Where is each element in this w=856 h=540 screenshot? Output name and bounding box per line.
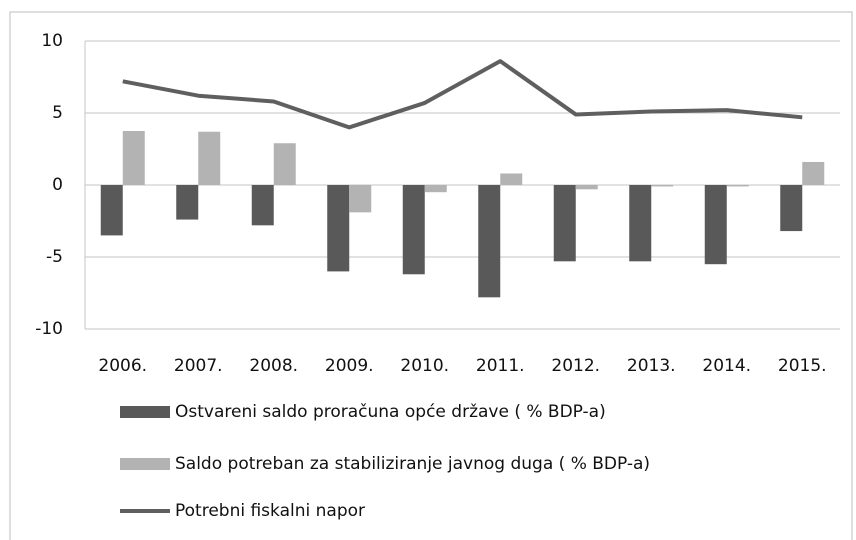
y-tick-label: -10 [35, 319, 63, 339]
legend-label: Saldo potreban za stabiliziranje javnog … [175, 454, 650, 474]
chart-border [9, 11, 853, 540]
y-tick-label: -5 [46, 247, 63, 267]
y-tick-label: 0 [52, 175, 63, 195]
bar [629, 185, 652, 262]
bar [500, 173, 523, 185]
bar [780, 185, 803, 232]
legend-label: Ostvareni saldo proračuna opće države ( … [175, 402, 606, 422]
bar [726, 185, 749, 187]
bar [802, 161, 825, 185]
bar [100, 185, 123, 236]
y-tick-label: 10 [41, 31, 63, 51]
bar [176, 185, 199, 220]
bar [122, 131, 145, 185]
bar [198, 131, 221, 185]
line-series [122, 59, 803, 130]
bar [327, 185, 350, 272]
x-tick-label: 2009. [325, 356, 374, 376]
x-tick-label: 2014. [702, 356, 751, 376]
bar [704, 185, 727, 265]
x-tick-label: 2015. [778, 356, 827, 376]
x-tick-label: 2006. [98, 356, 147, 376]
bar [402, 185, 425, 275]
y-tick-label: 5 [52, 103, 63, 123]
bar [349, 185, 372, 213]
bar [478, 185, 501, 298]
bar [424, 185, 447, 193]
x-tick-label: 2010. [400, 356, 449, 376]
x-tick-label: 2013. [627, 356, 676, 376]
x-tick-label: 2011. [476, 356, 525, 376]
bar [651, 185, 674, 187]
bar [575, 185, 598, 190]
x-tick-label: 2012. [551, 356, 600, 376]
bar [273, 143, 296, 185]
legend-swatch [120, 406, 170, 418]
x-tick-label: 2008. [249, 356, 298, 376]
legend-label: Potrebni fiskalni napor [175, 501, 365, 521]
legend-swatch [120, 458, 170, 470]
bar [251, 185, 274, 226]
x-tick-label: 2007. [174, 356, 223, 376]
bar [553, 185, 576, 262]
